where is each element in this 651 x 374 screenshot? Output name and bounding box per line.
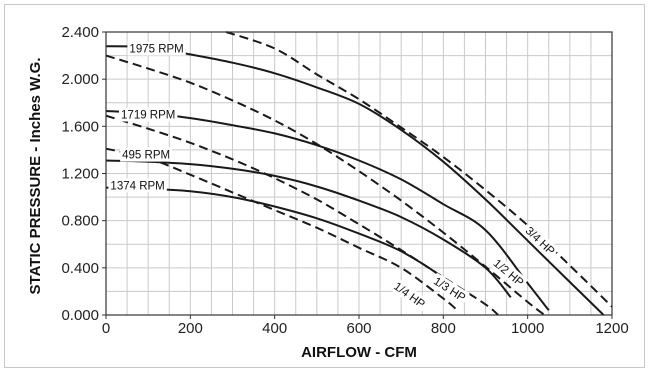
rpm-curve-495-rpm	[105, 159, 512, 298]
hp-curve-1-3-hp	[105, 114, 499, 316]
curves	[105, 31, 613, 316]
x-axis-title: AIRFLOW - CFM	[301, 344, 417, 361]
x-tick-label: 1200	[595, 320, 628, 337]
curve-label-background	[127, 41, 186, 56]
curve-label-495-rpm: 495 RPM	[120, 147, 173, 162]
curve-label-1-3-hp: 1/3 HP	[429, 272, 470, 306]
y-axis-title: STATIC PRESSURE - Inches W.G.	[27, 58, 44, 295]
rpm-curve-1719-rpm	[105, 110, 550, 311]
curve-label-background	[521, 222, 560, 260]
curve-label-1-4-hp: 1/4 HP	[389, 277, 430, 313]
x-tick-label: 0	[102, 320, 110, 337]
curve-label-background	[108, 178, 167, 193]
curve-label-1719-rpm: 1719 RPM	[119, 107, 178, 122]
y-tick-label: 0.000	[61, 307, 99, 324]
curve-label-text: 495 RPM	[122, 150, 170, 162]
curve-label-1975-rpm: 1975 RPM	[127, 41, 186, 56]
grid	[106, 32, 612, 315]
y-tick-label: 1.200	[61, 166, 99, 183]
curve-label-text: 1374 RPM	[110, 180, 164, 192]
y-tick-label: 2.400	[61, 24, 99, 41]
curve-label-background	[389, 277, 430, 313]
curve-label-background	[429, 272, 470, 306]
x-tick-label: 600	[346, 320, 371, 337]
y-tick-label: 2.000	[61, 71, 99, 88]
hp-curve-1-2-hp	[105, 54, 546, 316]
curve-label-text: 1719 RPM	[121, 110, 175, 122]
curve-label-background	[489, 254, 529, 291]
x-tick-label: 1000	[511, 320, 544, 337]
x-tick-label: 200	[178, 320, 203, 337]
hp-curve-3-4-hp	[225, 31, 613, 308]
curve-label-1374-rpm: 1374 RPM	[108, 178, 167, 193]
curve-label-text: 1975 RPM	[129, 44, 183, 56]
curve-label-background	[119, 107, 178, 122]
axes: 0.000 0.400 0.800 1.200 1.600 2.000 2.400 0 200 4…	[61, 24, 628, 337]
curve-label-text: 1/3 HP	[431, 275, 467, 304]
y-tick-label: 0.400	[61, 260, 99, 277]
x-tick-label: 800	[431, 320, 456, 337]
y-tick-label: 0.800	[61, 213, 99, 230]
curve-label-background	[120, 147, 173, 162]
y-tick-label: 1.600	[61, 118, 99, 135]
rpm-curve-1975-rpm	[105, 45, 605, 316]
x-tick-label: 400	[262, 320, 287, 337]
hp-curve-1-4-hp	[105, 147, 457, 310]
